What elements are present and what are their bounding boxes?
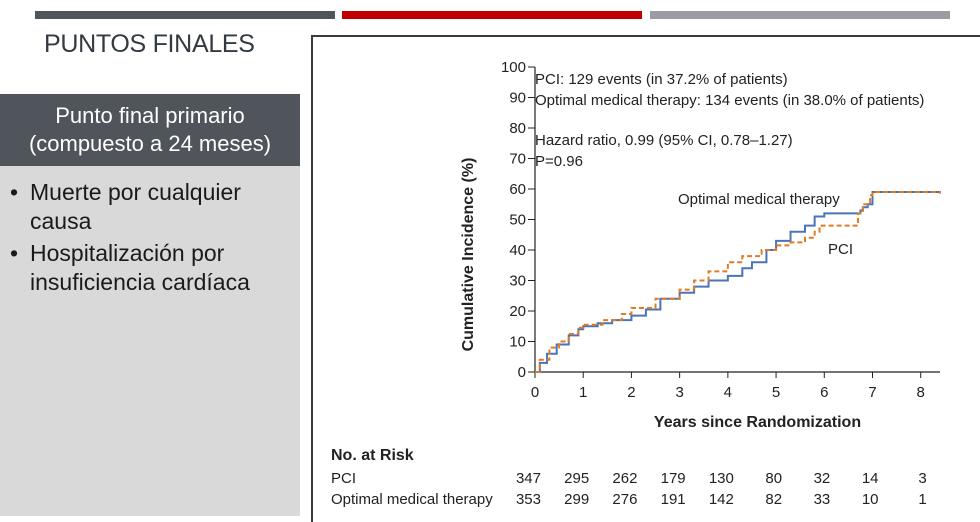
y-tick-label: 20	[509, 303, 526, 320]
annotation-omt-events: Optimal medical therapy: 134 events (in …	[535, 92, 924, 109]
risk-value: 80	[765, 470, 782, 487]
accent-bar-dark	[35, 11, 335, 19]
y-tick-label: 30	[509, 273, 526, 290]
y-tick-label: 60	[509, 181, 526, 198]
x-tick-label: 8	[917, 384, 925, 401]
x-tick-label: 1	[579, 384, 587, 401]
y-tick-label: 80	[509, 120, 526, 137]
annotation-pci-events: PCI: 129 events (in 37.2% of patients)	[535, 71, 788, 88]
y-tick-label: 70	[509, 151, 526, 168]
risk-value: 1	[918, 491, 926, 508]
risk-value: 10	[862, 491, 879, 508]
risk-value: 3	[918, 470, 926, 487]
chart-frame: 0 10 20 30 40 50 60 70 80 90 100 0 1 2 3 4 5 6 7 8 Years sin…	[311, 35, 980, 522]
risk-row-label: Optimal medical therapy	[331, 491, 493, 508]
x-tick-label: 3	[675, 384, 683, 401]
risk-value: 14	[862, 470, 879, 487]
series-label-omt: Optimal medical therapy	[678, 191, 840, 208]
risk-value: 353	[516, 491, 541, 508]
risk-row-label: PCI	[331, 470, 356, 487]
slide-title: PUNTOS FINALES	[44, 30, 255, 58]
y-tick-label: 0	[518, 364, 526, 381]
annotation-p-value: P=0.96	[535, 153, 583, 170]
risk-value: 82	[765, 491, 782, 508]
x-tick-label: 4	[724, 384, 732, 401]
accent-bar-gray	[650, 11, 950, 19]
x-tick-label: 2	[627, 384, 635, 401]
risk-value: 262	[612, 470, 637, 487]
bullet-item: • Hospitalización por insuficiencia cardí…	[10, 239, 290, 297]
series-line-pci	[535, 191, 941, 373]
x-axis-title: Years since Randomization	[654, 414, 861, 431]
y-tick-label: 10	[509, 334, 526, 351]
bullet-dot: •	[10, 240, 19, 266]
bullet-list: • Muerte por cualquier causa • Hospitaliza…	[10, 178, 290, 300]
risk-value: 276	[612, 491, 637, 508]
risk-value: 299	[564, 491, 589, 508]
y-tick-label: 100	[501, 59, 526, 76]
accent-bar-red	[342, 11, 642, 19]
x-tick-label: 7	[868, 384, 876, 401]
panel-header: Punto final primario (compuesto a 24 mes…	[0, 94, 300, 166]
y-tick-label: 40	[509, 242, 526, 259]
panel-header-line-2: (compuesto a 24 meses)	[28, 131, 272, 156]
risk-value: 191	[661, 491, 686, 508]
x-tick-label: 0	[531, 384, 539, 401]
risk-table-title: No. at Risk	[331, 447, 414, 464]
annotation-hazard-ratio: Hazard ratio, 0.99 (95% CI, 0.78–1.27)	[535, 132, 793, 149]
y-tick-label: 90	[509, 90, 526, 107]
risk-value: 130	[709, 470, 734, 487]
series-label-pci: PCI	[828, 241, 853, 258]
y-tick-label: 50	[509, 212, 526, 229]
series-line-omt	[535, 191, 940, 373]
bullet-text: Hospitalización por insuficiencia cardía…	[30, 240, 250, 295]
y-axis-title: Cumulative Incidence (%)	[460, 158, 477, 352]
risk-value: 142	[709, 491, 734, 508]
left-panel: Punto final primario (compuesto a 24 mes…	[0, 94, 300, 516]
panel-header-line-1: Punto final primario	[55, 103, 245, 128]
risk-value: 32	[814, 470, 831, 487]
risk-value: 33	[814, 491, 831, 508]
km-chart: 0 10 20 30 40 50 60 70 80 90 100 0 1 2 3 4 5 6 7 8 Years sin…	[331, 59, 941, 508]
bullet-text: Muerte por cualquier causa	[30, 179, 241, 234]
x-tick-label: 6	[820, 384, 828, 401]
risk-value: 295	[564, 470, 589, 487]
x-tick-label: 5	[772, 384, 780, 401]
bullet-dot: •	[10, 179, 19, 205]
bullet-item: • Muerte por cualquier causa	[10, 178, 290, 236]
risk-value: 347	[516, 470, 541, 487]
risk-value: 179	[661, 470, 686, 487]
